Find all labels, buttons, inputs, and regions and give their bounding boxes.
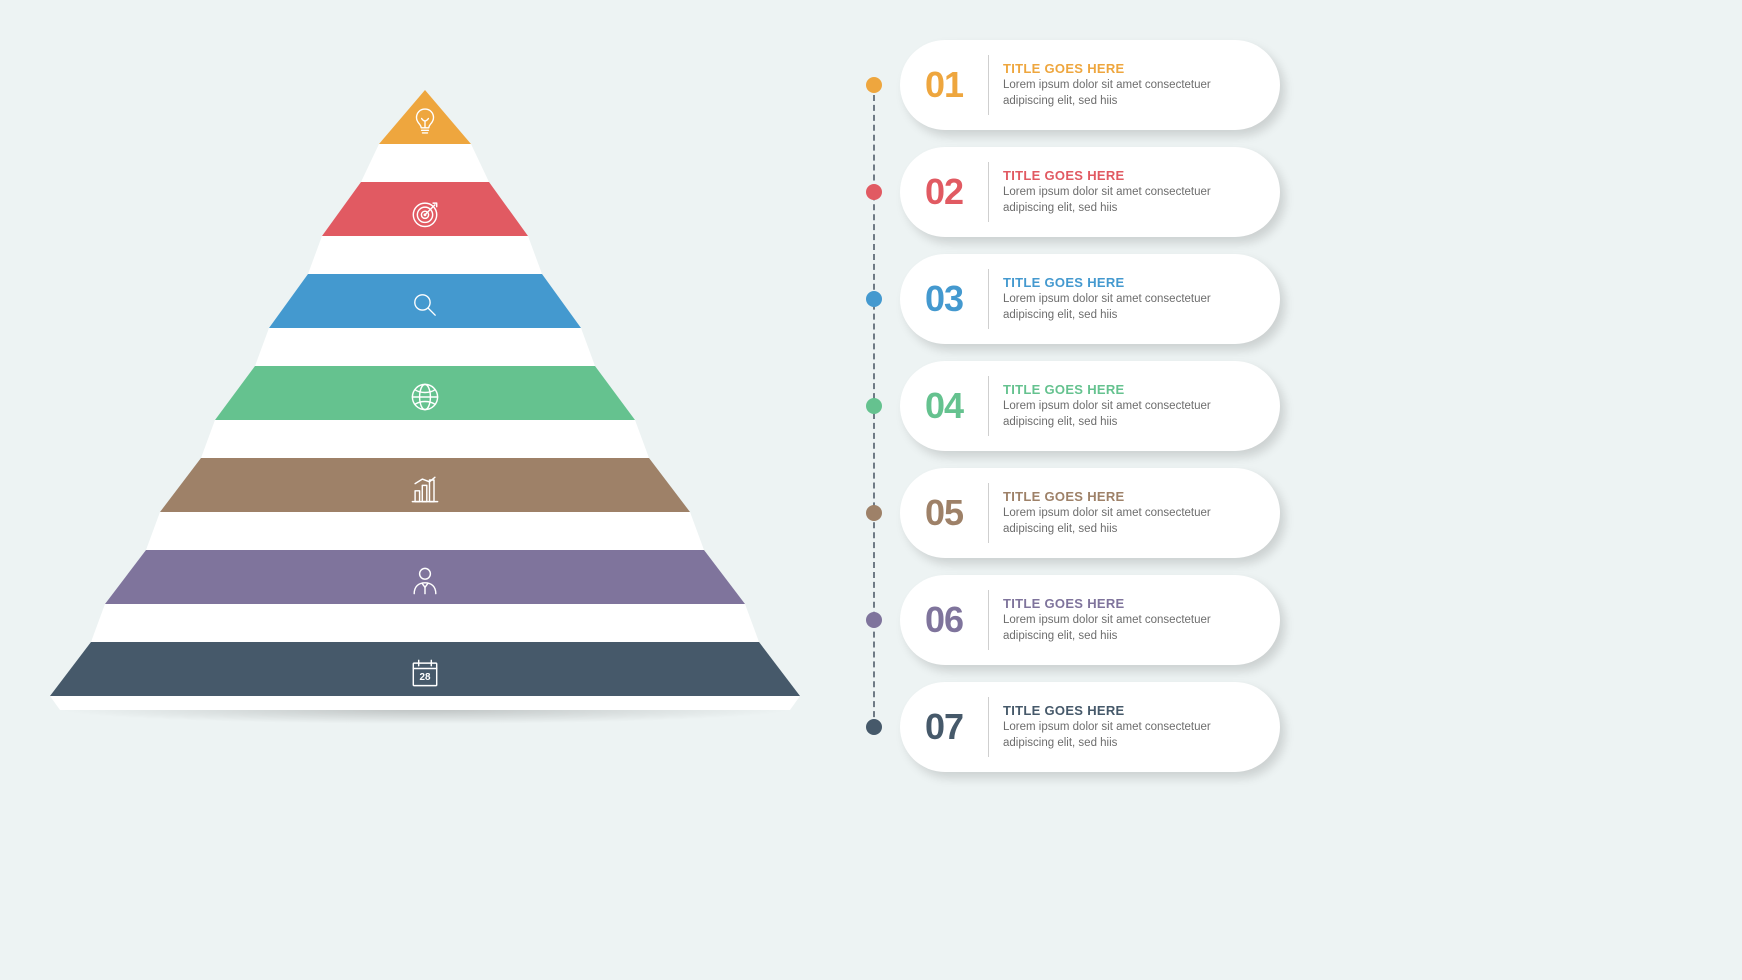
person-icon [407, 563, 443, 599]
pyramid: 28 [30, 90, 820, 716]
timeline-dot-05 [866, 505, 882, 521]
pyramid-gap-4 [186, 420, 664, 458]
timeline-dot-06 [866, 612, 882, 628]
bulb-icon [408, 104, 442, 138]
pyramid-gap-6 [76, 604, 774, 642]
bars-icon [407, 471, 443, 507]
legend-number: 05 [900, 492, 988, 534]
pyramid-band-1 [364, 90, 486, 152]
legend-number: 02 [900, 171, 988, 213]
pyramid-gap-3 [240, 328, 610, 366]
legend-title: TITLE GOES HERE [1003, 489, 1260, 504]
legend-description: Lorem ipsum dolor sit amet consectetuer … [1003, 292, 1260, 323]
pyramid-band-3 [254, 274, 596, 336]
legend-title: TITLE GOES HERE [1003, 61, 1260, 76]
legend-description: Lorem ipsum dolor sit amet consectetuer … [1003, 399, 1260, 430]
legend-number: 07 [900, 706, 988, 748]
legend-card-06: 06 TITLE GOES HERE Lorem ipsum dolor sit… [900, 575, 1280, 665]
legend-title: TITLE GOES HERE [1003, 168, 1260, 183]
legend-description: Lorem ipsum dolor sit amet consectetuer … [1003, 506, 1260, 537]
legend-text: TITLE GOES HERE Lorem ipsum dolor sit am… [989, 275, 1280, 323]
calendar-icon: 28 [407, 655, 443, 691]
pyramid-gap-2 [293, 236, 557, 274]
timeline-dot-02 [866, 184, 882, 200]
infographic-stage: 28 01 TITLE GOES HERE Lorem ipsum dolor … [0, 0, 1742, 980]
legend-description: Lorem ipsum dolor sit amet consectetuer … [1003, 720, 1260, 751]
legend-text: TITLE GOES HERE Lorem ipsum dolor sit am… [989, 382, 1280, 430]
legend-text: TITLE GOES HERE Lorem ipsum dolor sit am… [989, 61, 1280, 109]
legend-text: TITLE GOES HERE Lorem ipsum dolor sit am… [989, 489, 1280, 537]
target-icon [407, 195, 443, 231]
legend-card-04: 04 TITLE GOES HERE Lorem ipsum dolor sit… [900, 361, 1280, 451]
pyramid-band-2 [307, 182, 543, 244]
legend-number: 03 [900, 278, 988, 320]
timeline-dot-01 [866, 77, 882, 93]
legend-card-07: 07 TITLE GOES HERE Lorem ipsum dolor sit… [900, 682, 1280, 772]
timeline-dot-03 [866, 291, 882, 307]
pyramid-band-5 [145, 458, 705, 520]
pyramid-band-4 [200, 366, 650, 428]
legend-description: Lorem ipsum dolor sit amet consectetuer … [1003, 613, 1260, 644]
legend-number: 04 [900, 385, 988, 427]
legend-number: 01 [900, 64, 988, 106]
legend-card-02: 02 TITLE GOES HERE Lorem ipsum dolor sit… [900, 147, 1280, 237]
legend-description: Lorem ipsum dolor sit amet consectetuer … [1003, 78, 1260, 109]
legend-card-03: 03 TITLE GOES HERE Lorem ipsum dolor sit… [900, 254, 1280, 344]
pyramid-base [35, 696, 815, 710]
pyramid-gap-1 [346, 144, 504, 182]
search-icon [408, 288, 442, 322]
legend-title: TITLE GOES HERE [1003, 596, 1260, 611]
pyramid-gap-5 [131, 512, 719, 550]
timeline-dot-07 [866, 719, 882, 735]
legend-text: TITLE GOES HERE Lorem ipsum dolor sit am… [989, 596, 1280, 644]
pyramid-band-7: 28 [35, 642, 815, 704]
legend-title: TITLE GOES HERE [1003, 703, 1260, 718]
legend-text: TITLE GOES HERE Lorem ipsum dolor sit am… [989, 703, 1280, 751]
timeline-dot-04 [866, 398, 882, 414]
legend-text: TITLE GOES HERE Lorem ipsum dolor sit am… [989, 168, 1280, 216]
legend-title: TITLE GOES HERE [1003, 382, 1260, 397]
legend-card-01: 01 TITLE GOES HERE Lorem ipsum dolor sit… [900, 40, 1280, 130]
legend-title: TITLE GOES HERE [1003, 275, 1260, 290]
pyramid-band-6 [90, 550, 760, 612]
svg-text:28: 28 [420, 672, 431, 683]
legend-number: 06 [900, 599, 988, 641]
globe-icon [407, 379, 443, 415]
legend-panel: 01 TITLE GOES HERE Lorem ipsum dolor sit… [900, 40, 1300, 789]
legend-description: Lorem ipsum dolor sit amet consectetuer … [1003, 185, 1260, 216]
legend-card-05: 05 TITLE GOES HERE Lorem ipsum dolor sit… [900, 468, 1280, 558]
